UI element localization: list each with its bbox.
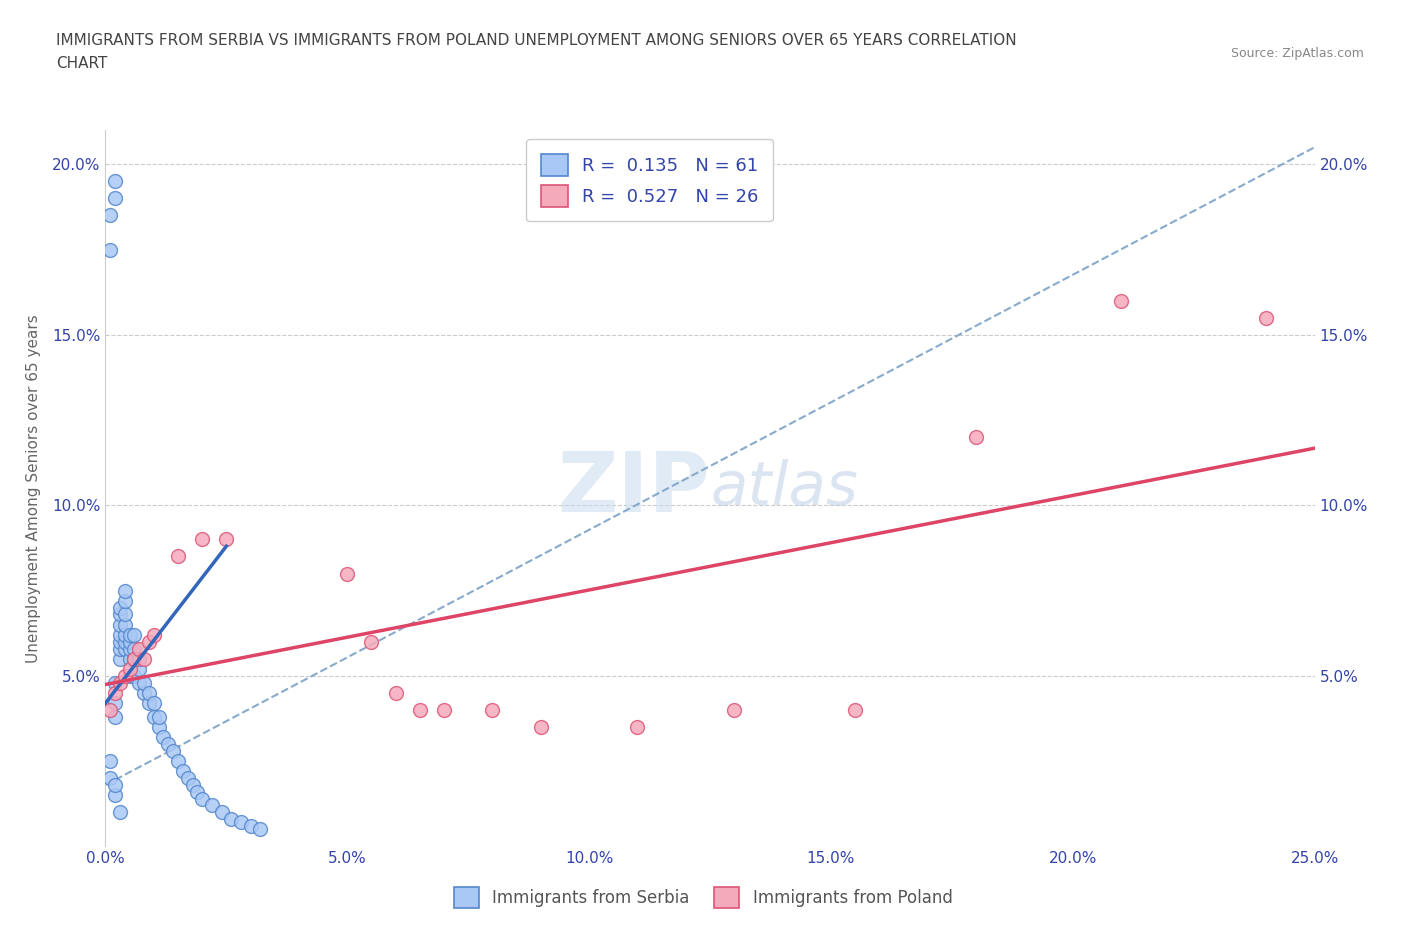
Point	[191, 532, 214, 547]
Point	[108, 600, 131, 615]
Point	[114, 618, 136, 632]
Point	[98, 753, 121, 768]
Point	[215, 532, 238, 547]
Point	[114, 634, 136, 649]
Point	[176, 771, 198, 786]
Point	[124, 651, 146, 666]
Text: ZIP: ZIP	[558, 447, 710, 529]
Point	[142, 628, 165, 643]
Point	[114, 641, 136, 656]
Point	[186, 784, 208, 799]
Point	[249, 822, 271, 837]
Point	[114, 583, 136, 598]
Point	[98, 242, 121, 257]
Point	[384, 685, 406, 700]
Point	[239, 818, 262, 833]
Point	[114, 593, 136, 608]
Point	[108, 651, 131, 666]
Y-axis label: Unemployment Among Seniors over 65 years: Unemployment Among Seniors over 65 years	[27, 314, 41, 663]
Point	[229, 815, 252, 830]
Point	[124, 651, 146, 666]
Point	[219, 812, 242, 827]
Point	[124, 641, 146, 656]
Point	[134, 651, 156, 666]
Point	[138, 696, 160, 711]
Point	[723, 702, 745, 717]
Point	[128, 651, 150, 666]
Point	[481, 702, 503, 717]
Point	[108, 628, 131, 643]
Text: CHART: CHART	[56, 56, 108, 71]
Point	[104, 685, 127, 700]
Point	[118, 651, 141, 666]
Point	[124, 669, 146, 684]
Point	[104, 696, 127, 711]
Point	[108, 618, 131, 632]
Point	[128, 641, 150, 656]
Point	[172, 764, 194, 778]
Point	[108, 607, 131, 622]
Point	[114, 669, 136, 684]
Text: atlas: atlas	[710, 458, 858, 518]
Point	[124, 628, 146, 643]
Point	[118, 634, 141, 649]
Point	[191, 791, 214, 806]
Point	[336, 566, 359, 581]
Point	[530, 720, 553, 735]
Point	[118, 628, 141, 643]
Point	[108, 804, 131, 819]
Point	[104, 788, 127, 803]
Point	[965, 430, 987, 445]
Legend: R =  0.135   N = 61, R =  0.527   N = 26: R = 0.135 N = 61, R = 0.527 N = 26	[526, 140, 773, 221]
Point	[108, 641, 131, 656]
Point	[104, 191, 127, 206]
Point	[108, 634, 131, 649]
Point	[157, 737, 180, 751]
Point	[118, 641, 141, 656]
Point	[201, 798, 224, 813]
Point	[409, 702, 432, 717]
Point	[167, 549, 190, 564]
Point	[844, 702, 866, 717]
Point	[104, 675, 127, 690]
Point	[114, 628, 136, 643]
Point	[142, 710, 165, 724]
Point	[138, 634, 160, 649]
Point	[98, 702, 121, 717]
Point	[152, 730, 174, 745]
Point	[162, 743, 184, 758]
Point	[167, 753, 190, 768]
Point	[360, 634, 382, 649]
Point	[98, 208, 121, 223]
Point	[148, 710, 170, 724]
Point	[142, 696, 165, 711]
Point	[98, 771, 121, 786]
Point	[181, 777, 204, 792]
Point	[128, 661, 150, 676]
Point	[118, 661, 141, 676]
Point	[134, 675, 156, 690]
Point	[104, 174, 127, 189]
Point	[128, 675, 150, 690]
Point	[626, 720, 648, 735]
Point	[108, 675, 131, 690]
Point	[104, 710, 127, 724]
Point	[433, 702, 456, 717]
Text: IMMIGRANTS FROM SERBIA VS IMMIGRANTS FROM POLAND UNEMPLOYMENT AMONG SENIORS OVER: IMMIGRANTS FROM SERBIA VS IMMIGRANTS FRO…	[56, 33, 1017, 47]
Point	[138, 685, 160, 700]
Point	[114, 607, 136, 622]
Point	[104, 777, 127, 792]
Point	[134, 685, 156, 700]
Point	[211, 804, 233, 819]
Point	[148, 720, 170, 735]
Legend: Immigrants from Serbia, Immigrants from Poland: Immigrants from Serbia, Immigrants from …	[447, 881, 959, 914]
Point	[118, 669, 141, 684]
Point	[1109, 293, 1132, 308]
Point	[1256, 311, 1278, 325]
Text: Source: ZipAtlas.com: Source: ZipAtlas.com	[1230, 46, 1364, 60]
